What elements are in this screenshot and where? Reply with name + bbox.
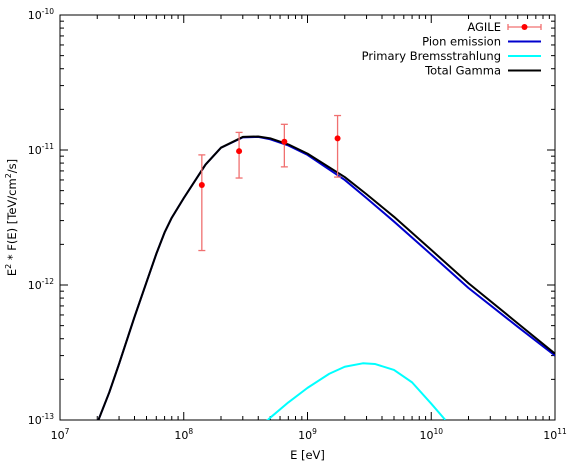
curves-layer xyxy=(97,135,555,420)
legend-marker xyxy=(521,24,528,30)
x-tick-label: 107 xyxy=(51,427,70,442)
x-tick-label: 1010 xyxy=(419,427,443,442)
legend-label: AGILE xyxy=(467,20,501,34)
y-tick-label: 10-12 xyxy=(28,277,54,292)
points-layer xyxy=(198,114,342,252)
series-line-pion-emission xyxy=(97,135,555,420)
x-axis-label: E [eV] xyxy=(290,448,325,462)
y-tick-label: 10-11 xyxy=(28,142,54,157)
data-point xyxy=(198,182,205,189)
ticks-layer: 107 108 109 1010 1011 10-13 10-12 10-11 10-10 xyxy=(28,7,567,442)
x-tick-label: 109 xyxy=(298,427,317,442)
legend-label: Primary Bremsstrahlung xyxy=(362,49,501,63)
data-point xyxy=(236,148,243,155)
series-line-total-gamma xyxy=(97,135,555,420)
y-axis-label: E2 * F(E) [TeV/cm2/s] xyxy=(4,159,19,276)
legend-label: Total Gamma xyxy=(424,64,501,78)
x-tick-label: 108 xyxy=(174,427,193,442)
x-tick-label: 1011 xyxy=(543,427,567,442)
series-line-primary-bremsstrahlung xyxy=(266,362,447,420)
y-tick-label: 10-13 xyxy=(28,412,54,427)
data-point xyxy=(281,138,288,145)
y-tick-label: 10-10 xyxy=(28,7,54,22)
legend-label: Pion emission xyxy=(422,35,501,49)
data-point xyxy=(334,135,341,142)
